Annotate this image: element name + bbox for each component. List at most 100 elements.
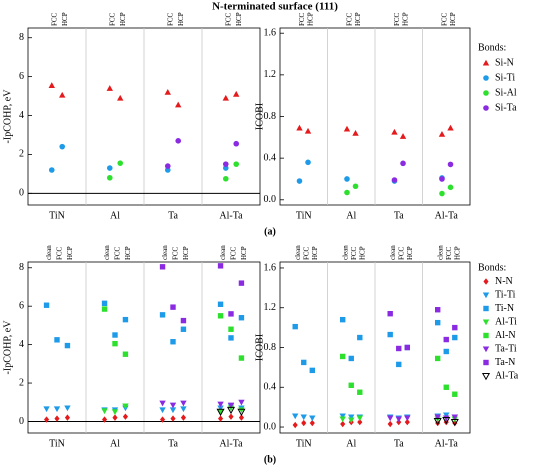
legend-label: Ti-Ti [495,289,516,300]
data-point [450,419,459,427]
data-point [451,414,458,421]
data-point [217,409,224,416]
y-tick-label: 1.2 [264,302,277,313]
data-point [101,306,108,312]
data-point [339,413,346,420]
y-tick-label: 0.0 [264,194,277,205]
data-point [64,342,71,349]
legend-marker [483,332,489,339]
data-point [387,331,393,338]
data-point [180,326,187,332]
data-point [339,416,346,423]
x-tick-label: Ta [168,210,178,221]
data-point [170,415,176,422]
data-point [180,400,187,407]
site-label: HCP [124,246,132,260]
data-point [400,160,406,167]
site-label: clean [389,245,397,260]
y-axis-label: ICOBI [254,103,265,130]
site-label: FCC [441,12,449,26]
data-point [309,419,315,427]
data-point [170,339,176,345]
site-label: FCC [445,246,453,260]
data-point [435,319,441,326]
y-tick-label: 0.8 [264,342,277,353]
data-point [447,184,454,191]
site-label: FCC [108,12,116,26]
legend-label: Al-N [495,330,516,341]
site-label: HCP [66,246,74,260]
data-point [122,316,129,323]
data-point [443,384,449,390]
y-tick-label: 0 [19,188,24,199]
data-point [122,403,129,410]
site-label: FCC [302,246,310,260]
data-point [301,419,307,427]
x-tick-label: Al-Ta [435,438,459,449]
y-tick-label: 1.6 [264,262,277,273]
data-point [344,189,350,196]
data-point [218,415,224,422]
data-point [443,336,449,343]
x-tick-label: Ta [394,438,404,449]
legend-label: Al-Ta [495,370,519,381]
data-point [391,177,398,183]
data-point [227,402,235,409]
site-label: HCP [177,12,185,26]
data-point [443,415,450,422]
site-label: HCP [240,246,248,260]
x-tick-label: TiN [296,438,312,449]
data-point [391,128,398,135]
legend-label: Al-Ti [495,316,517,327]
data-point [439,176,445,182]
data-point [54,337,60,343]
data-point [352,129,359,136]
legend-marker [483,105,489,111]
y-tick-label: 1.2 [264,69,277,80]
data-point [396,361,402,368]
data-point [180,406,187,413]
legend-title: Bonds: [478,262,506,273]
data-point [43,406,50,413]
data-point [44,416,50,423]
x-tick-label: Ta [394,210,404,221]
legend-label: Si-Al [495,87,517,98]
data-point [159,407,166,414]
site-label: HCP [358,246,366,260]
y-tick-label: 4 [19,339,24,350]
data-point [357,334,363,341]
y-tick-label: 2 [19,377,24,388]
data-point [54,415,60,422]
site-label: FCC [393,12,401,26]
data-point [452,391,458,397]
data-point [357,418,363,426]
legend-label: Ta-N [495,357,515,368]
site-label: FCC [397,246,405,260]
legend-marker [482,292,490,299]
site-label: FCC [50,12,58,26]
data-point [387,415,394,422]
data-point [233,161,240,167]
data-point [447,161,454,168]
data-point [356,415,363,422]
data-point [443,412,450,419]
y-tick-label: 0.8 [264,111,277,122]
data-point [438,131,446,137]
data-point [387,420,393,428]
site-label: HCP [235,12,243,26]
data-point [59,91,66,98]
data-point [106,165,113,171]
y-tick-label: 4 [19,110,24,121]
legend-marker [483,278,489,285]
data-point [217,313,224,319]
data-point [348,414,355,421]
site-label: clean [219,245,227,260]
y-tick-label: 0.4 [264,152,277,163]
data-point [111,409,119,416]
legend-marker [483,305,489,312]
data-point [169,407,177,414]
data-point [59,143,66,150]
data-point [301,359,307,366]
data-point [296,178,303,184]
